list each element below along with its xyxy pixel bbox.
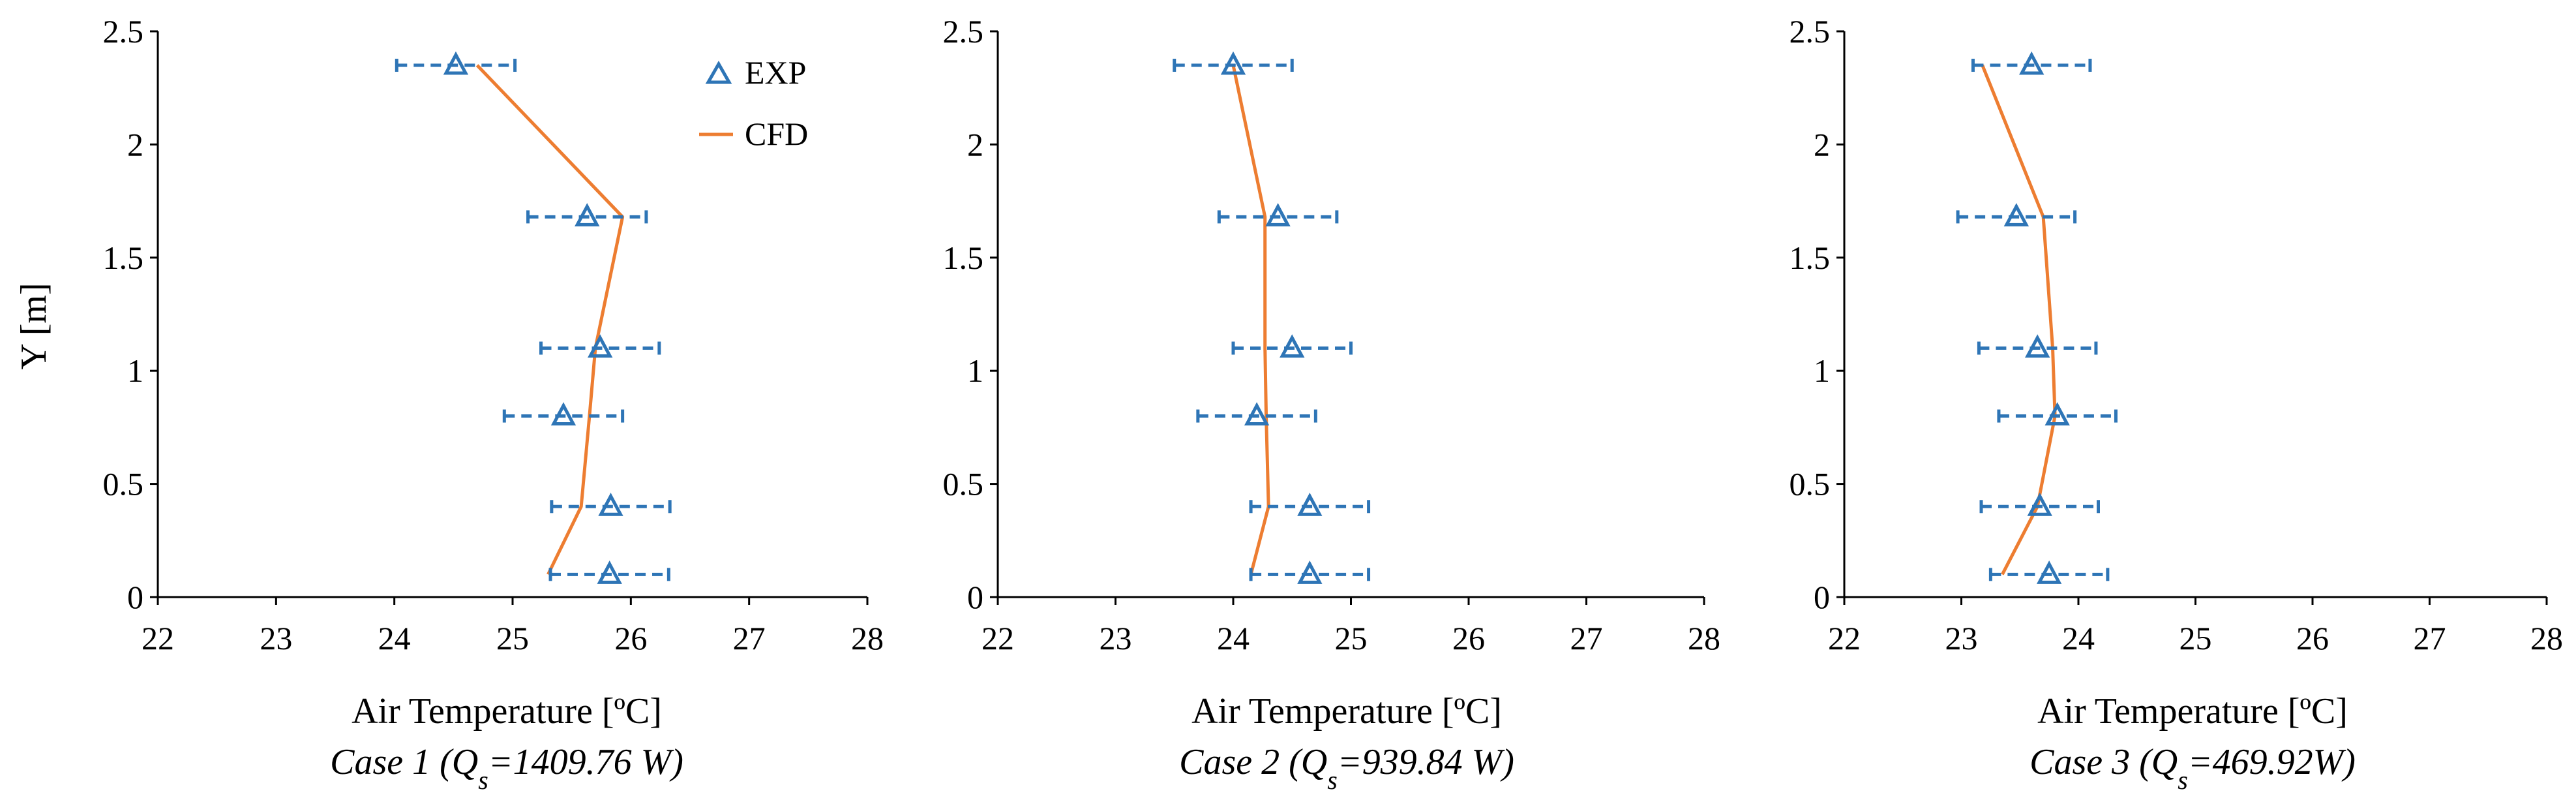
exp-data-point xyxy=(443,51,469,75)
exp-data-point xyxy=(2036,561,2062,584)
x-tick-label: 25 xyxy=(496,620,529,656)
x-tick-label: 28 xyxy=(2530,620,2563,656)
caption-case-3-sub: s xyxy=(2178,765,2188,795)
exp-data-point xyxy=(1220,51,1246,75)
x-tick-label: 27 xyxy=(733,620,766,656)
exp-data-point xyxy=(2027,492,2052,516)
x-axis-title-case-2: Air Temperature [ºC] xyxy=(1191,691,1502,731)
exp-data-point xyxy=(575,203,600,226)
y-tick-label: 0 xyxy=(1814,579,1830,615)
x-tick-label: 25 xyxy=(2179,620,2212,656)
caption-case-3: Case 3 (Qs=469.92W) xyxy=(2029,742,2356,795)
caption-case-2: Case 2 (Qs=939.84 W) xyxy=(1179,742,1514,795)
x-tick-label: 22 xyxy=(981,620,1014,656)
exp-data-point xyxy=(1265,203,1291,226)
caption-case-1: Case 1 (Qs=1409.76 W) xyxy=(330,742,683,795)
y-tick-label: 1.5 xyxy=(103,239,144,276)
y-tick-label: 0 xyxy=(127,579,143,615)
x-tick-label: 28 xyxy=(1688,620,1720,656)
legend-exp-marker xyxy=(705,60,732,84)
exp-data-point xyxy=(550,402,577,426)
y-tick-label: 0.5 xyxy=(103,466,144,502)
y-tick-label: 1.5 xyxy=(943,239,984,276)
exp-data-point xyxy=(598,492,623,516)
y-tick-label: 0 xyxy=(967,579,983,615)
y-tick-label: 1 xyxy=(967,352,983,389)
x-tick-label: 25 xyxy=(1335,620,1368,656)
legend-cfd-label: CFD xyxy=(745,115,808,152)
legend-exp-label: EXP xyxy=(745,54,806,91)
caption-case-1-prefix: Case 1 (Q xyxy=(330,742,478,782)
y-tick-label: 2.5 xyxy=(943,13,984,50)
y-tick-label: 1 xyxy=(1814,352,1830,389)
exp-data-point xyxy=(1297,492,1323,516)
panel-case-3: 0 0.5 1 1.5 2 2.5 22 23 24 25 26 27 28 xyxy=(1790,13,2564,656)
exp-data-point xyxy=(2044,402,2070,426)
cfd-series-line xyxy=(1981,65,2057,576)
panel-case-2: 0 0.5 1 1.5 2 2.5 22 23 24 25 26 27 28 xyxy=(943,13,1721,656)
x-axis-title-case-3: Air Temperature [ºC] xyxy=(2037,691,2348,731)
x-tick-label: 24 xyxy=(378,620,411,656)
y-tick-label: 2 xyxy=(1814,126,1830,162)
exp-data-point xyxy=(1280,334,1305,358)
y-tick-label: 2.5 xyxy=(1790,13,1831,50)
y-axis-title: Y [m] xyxy=(14,283,54,369)
y-tick-label: 2 xyxy=(967,126,983,162)
x-tick-label: 27 xyxy=(2414,620,2446,656)
legend: EXP CFD xyxy=(699,54,808,152)
x-tick-label: 23 xyxy=(1100,620,1132,656)
exp-data-point xyxy=(597,561,622,584)
caption-case-1-suffix: =1409.76 W) xyxy=(488,742,683,782)
x-tick-label: 27 xyxy=(1570,620,1603,656)
exp-data-point xyxy=(1297,561,1323,584)
x-tick-label: 23 xyxy=(260,620,292,656)
x-tick-label: 26 xyxy=(2296,620,2329,656)
x-tick-label: 24 xyxy=(2062,620,2095,656)
y-tick-label: 2.5 xyxy=(103,13,144,50)
y-tick-label: 1.5 xyxy=(1790,239,1831,276)
panel-case-1: 0 0.5 1 1.5 2 2.5 22 23 24 25 26 27 28 xyxy=(103,13,884,656)
x-tick-label: 22 xyxy=(1828,620,1861,656)
cfd-series-line xyxy=(475,64,625,576)
exp-data-point xyxy=(2024,334,2050,358)
caption-case-2-sub: s xyxy=(1327,765,1338,795)
y-tick-label: 0.5 xyxy=(1790,466,1831,502)
x-tick-label: 28 xyxy=(851,620,884,656)
y-tick-label: 0.5 xyxy=(943,466,984,502)
x-tick-label: 22 xyxy=(142,620,174,656)
exp-data-point xyxy=(2003,203,2029,226)
caption-case-3-suffix: =469.92W) xyxy=(2188,742,2356,782)
caption-case-2-prefix: Case 2 (Q xyxy=(1179,742,1327,782)
x-axis-title-case-1: Air Temperature [ºC] xyxy=(352,691,662,731)
caption-case-2-suffix: =939.84 W) xyxy=(1338,742,1514,782)
x-tick-label: 24 xyxy=(1217,620,1250,656)
cfd-series-line xyxy=(1231,65,1270,575)
exp-data-point xyxy=(2019,51,2044,75)
caption-case-1-sub: s xyxy=(478,765,488,795)
x-tick-label: 26 xyxy=(614,620,647,656)
exp-data-point xyxy=(1244,402,1270,426)
y-tick-label: 1 xyxy=(127,352,143,389)
y-tick-label: 2 xyxy=(127,126,143,162)
x-tick-label: 23 xyxy=(1945,620,1978,656)
exp-data-point xyxy=(588,334,613,358)
x-tick-label: 26 xyxy=(1452,620,1485,656)
caption-case-3-prefix: Case 3 (Q xyxy=(2029,742,2178,782)
